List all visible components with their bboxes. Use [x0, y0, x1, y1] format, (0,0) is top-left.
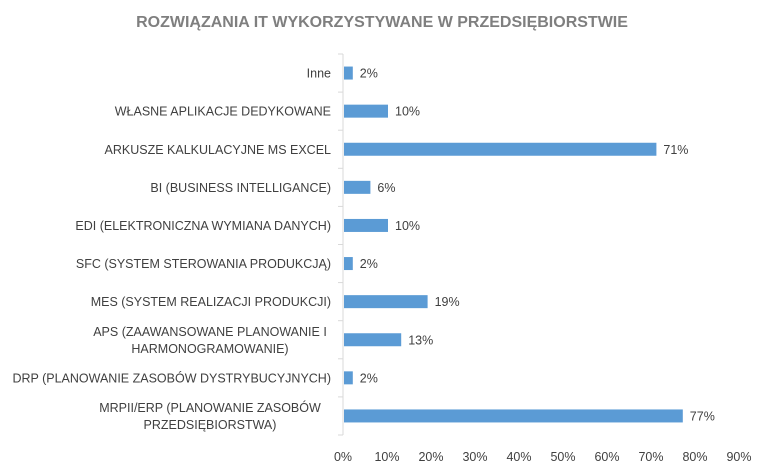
- data-label: 71%: [663, 143, 688, 157]
- data-label: 77%: [690, 409, 715, 423]
- category-label: EDI (ELEKTRONICZNA WYMIANA DANYCH): [75, 219, 331, 233]
- category-label: Inne: [307, 67, 331, 81]
- data-label: 6%: [377, 181, 395, 195]
- bar: [344, 180, 371, 194]
- x-tick-label: 10%: [374, 450, 399, 464]
- data-label: 10%: [395, 105, 420, 119]
- category-label-line: PRZEDSIĘBIORSTWA): [144, 418, 277, 432]
- bar: [344, 371, 353, 385]
- plot-area: 2% Inne 10% WŁASNE APLIKACJE DEDYKOWANE 71% A…: [12, 53, 752, 464]
- x-tick-label: 60%: [594, 450, 619, 464]
- category-label-line: DRP (PLANOWANIE ZASOBÓW DYSTRYBUCYJNYCH): [12, 370, 331, 385]
- category-label-line: MRPII/ERP (PLANOWANIE ZASOBÓW: [99, 400, 321, 415]
- category-label: MRPII/ERP (PLANOWANIE ZASOBÓW PRZEDSIĘBIO…: [99, 400, 321, 432]
- data-label: 10%: [395, 219, 420, 233]
- category-label-line: WŁASNE APLIKACJE DEDYKOWANE: [115, 105, 331, 119]
- data-label: 13%: [408, 333, 433, 347]
- chart-title: ROZWIĄZANIA IT WYKORZYSTYWANE W PRZEDSIĘ…: [136, 14, 628, 31]
- x-tick-label: 70%: [638, 450, 663, 464]
- category-label: APS (ZAAWANSOWANE PLANOWANIE I HARMONOGRA…: [93, 325, 327, 356]
- category-label-line: HARMONOGRAMOWANIE): [131, 342, 288, 356]
- x-tick-label: 50%: [550, 450, 575, 464]
- data-label: 2%: [360, 67, 378, 81]
- category-label-line: SFC (SYSTEM STEROWANIA PRODUKCJĄ): [76, 257, 331, 271]
- data-label: 2%: [360, 371, 378, 385]
- category-label: SFC (SYSTEM STEROWANIA PRODUKCJĄ): [76, 257, 331, 271]
- data-label: 2%: [360, 257, 378, 271]
- bar: [344, 104, 388, 118]
- bar: [344, 66, 353, 80]
- category-label-line: BI (BUSINESS INTELLIGANCE): [150, 181, 331, 195]
- category-label-line: Inne: [307, 67, 331, 81]
- x-tick-label: 80%: [682, 450, 707, 464]
- bar: [344, 142, 657, 156]
- bar: [344, 218, 388, 232]
- x-tick-label: 0%: [334, 450, 352, 464]
- category-label: ARKUSZE KALKULACYJNE MS EXCEL: [105, 143, 332, 157]
- category-label: DRP (PLANOWANIE ZASOBÓW DYSTRYBUCYJNYCH): [12, 370, 331, 385]
- bar: [344, 257, 353, 271]
- category-label-line: EDI (ELEKTRONICZNA WYMIANA DANYCH): [75, 219, 331, 233]
- bar: [344, 333, 402, 347]
- x-tick-label: 90%: [726, 450, 751, 464]
- category-label: WŁASNE APLIKACJE DEDYKOWANE: [115, 105, 331, 119]
- x-tick-label: 40%: [506, 450, 531, 464]
- x-tick-label: 20%: [418, 450, 443, 464]
- category-label: MES (SYSTEM REALIZACJI PRODUKCJI): [91, 295, 331, 309]
- category-label-line: ARKUSZE KALKULACYJNE MS EXCEL: [105, 143, 332, 157]
- category-label-line: APS (ZAAWANSOWANE PLANOWANIE I: [93, 325, 327, 339]
- bar: [344, 409, 683, 423]
- bar: [344, 295, 428, 309]
- category-label-line: MES (SYSTEM REALIZACJI PRODUKCJI): [91, 295, 331, 309]
- x-tick-label: 30%: [462, 450, 487, 464]
- data-label: 19%: [435, 295, 460, 309]
- category-label: BI (BUSINESS INTELLIGANCE): [150, 181, 331, 195]
